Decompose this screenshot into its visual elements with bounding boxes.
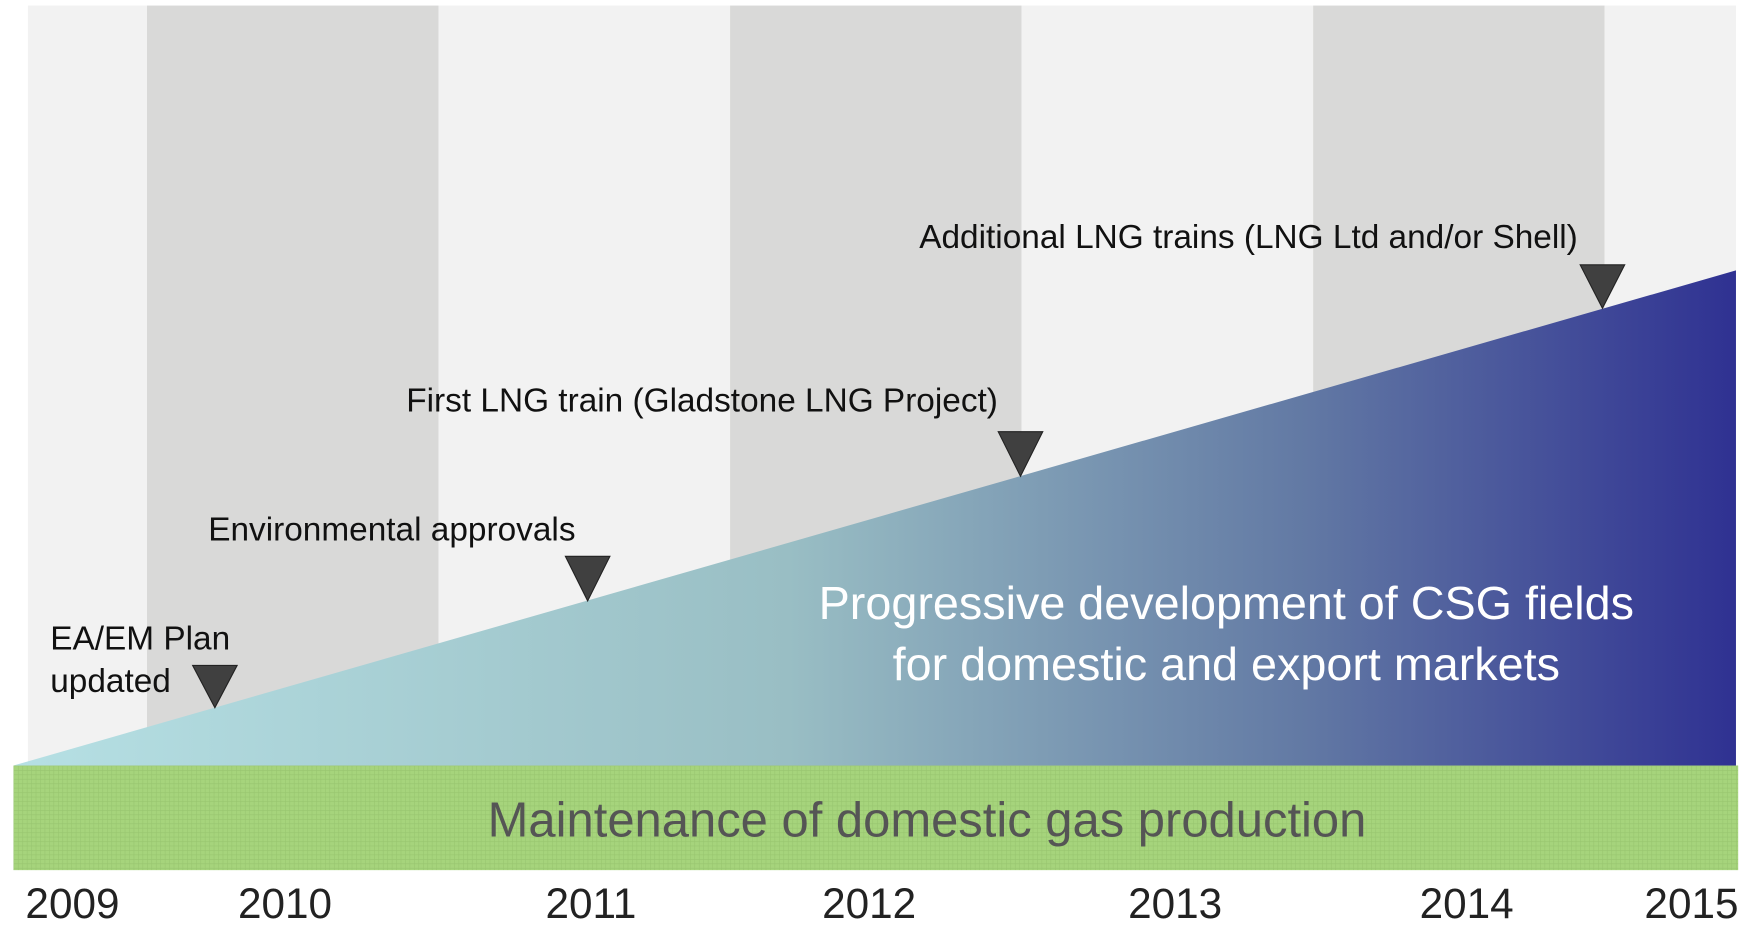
milestone-label: EA/EM Plan [50, 621, 230, 658]
milestone-label: Additional LNG trains (LNG Ltd and/or Sh… [919, 219, 1578, 256]
year-label: 2011 [546, 880, 637, 927]
milestone-marker [1579, 264, 1626, 310]
development-label: Progressive development of CSG fields [819, 577, 1634, 629]
milestone-marker [997, 431, 1044, 478]
maintenance-label: Maintenance of domestic gas production [488, 793, 1367, 847]
milestone-marker [564, 555, 611, 603]
milestone-label: First LNG train (Gladstone LNG Project) [406, 383, 998, 420]
year-label: 2010 [238, 880, 332, 927]
milestone-marker [191, 664, 239, 709]
year-label: 2015 [1644, 880, 1738, 927]
year-label: 2012 [822, 880, 916, 927]
year-label: 2009 [25, 880, 119, 927]
year-label: 2014 [1420, 880, 1514, 927]
milestone-label: updated [50, 663, 171, 700]
milestone-label: Environmental approvals [208, 512, 575, 549]
maintenance-bar [13, 765, 1739, 871]
markers [191, 264, 1626, 709]
development-label: for domestic and export markets [893, 638, 1560, 690]
year-label: 2013 [1128, 880, 1222, 927]
development-wedge [13, 270, 1736, 766]
